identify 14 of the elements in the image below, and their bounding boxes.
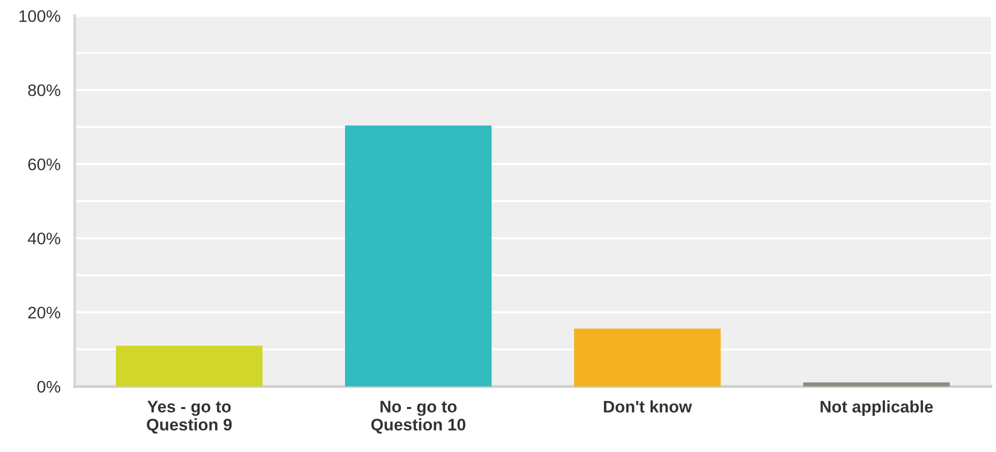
y-tick-label: 40%	[28, 232, 60, 244]
x-tick-label: No - go to Question 10	[371, 400, 466, 434]
y-tick-label: 20%	[28, 306, 60, 319]
y-tick-label: 100%	[19, 10, 60, 22]
bar	[574, 328, 721, 386]
y-tick-label: 80%	[28, 84, 60, 96]
x-tick-label: Don't know	[604, 400, 692, 413]
x-tick-label: Not applicable	[820, 400, 933, 416]
y-tick-label: 60%	[28, 158, 60, 170]
bar	[803, 382, 950, 386]
bar	[345, 126, 492, 386]
y-tick-label: 0%	[37, 380, 60, 393]
x-tick-label: Yes - go to Question 9	[146, 400, 232, 434]
bar	[116, 346, 263, 386]
